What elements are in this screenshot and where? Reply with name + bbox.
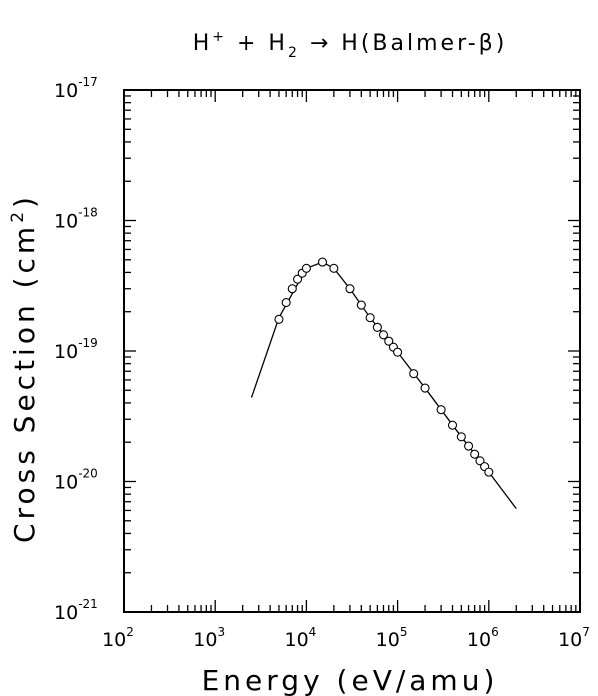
- title-h: H: [193, 31, 213, 56]
- y-tick-base: 10: [54, 80, 78, 102]
- fit-curve: [250, 261, 517, 509]
- data-point: [345, 284, 355, 294]
- data-markers: [274, 257, 494, 477]
- x-tick-exponent: 4: [309, 625, 317, 639]
- title-plus-superscript: +: [212, 29, 227, 45]
- y-tick-base: 10: [54, 341, 78, 363]
- x-tick-label: 103: [193, 625, 225, 651]
- data-point: [317, 257, 328, 267]
- data-point: [436, 405, 446, 415]
- x-tick-exponent: 2: [126, 625, 134, 639]
- title-plus-h: + H: [227, 31, 288, 56]
- plot-frame: [123, 89, 581, 613]
- y-tick-label: 10-21: [54, 597, 98, 624]
- y-label-exponent: 2: [8, 208, 28, 223]
- data-point: [420, 383, 430, 393]
- data-point: [384, 336, 394, 346]
- data-point: [356, 300, 366, 310]
- data-point: [475, 456, 485, 466]
- y-tick-base: 10: [54, 211, 78, 233]
- y-tick-label: 10-17: [54, 75, 98, 102]
- x-tick-exponent: 3: [217, 625, 225, 639]
- x-tick-base: 10: [467, 629, 491, 651]
- x-tick-exponent: 7: [582, 625, 590, 639]
- data-point: [447, 420, 458, 430]
- title-reaction: → H(Balmer-β): [300, 31, 507, 56]
- title-subscript-2: 2: [288, 45, 300, 61]
- x-axis-label: Energy (eV/amu): [202, 664, 499, 696]
- data-point: [484, 467, 494, 477]
- data-point: [329, 263, 339, 273]
- data-point: [293, 274, 303, 284]
- x-tick-exponent: 5: [400, 625, 408, 639]
- y-tick-label: 10-20: [54, 467, 98, 494]
- data-point: [372, 322, 382, 332]
- data-point: [274, 314, 284, 324]
- axis-ticks: [123, 90, 580, 613]
- data-point: [301, 263, 311, 273]
- y-tick-exponent: -21: [78, 597, 98, 611]
- y-tick-exponent: -20: [78, 467, 98, 481]
- data-point: [378, 330, 389, 340]
- x-tick-base: 10: [284, 629, 308, 651]
- data-point: [393, 347, 403, 357]
- data-point: [464, 441, 474, 451]
- x-tick-base: 10: [376, 629, 400, 651]
- x-tick-label: 106: [467, 625, 499, 651]
- x-tick-base: 10: [102, 629, 126, 651]
- y-tick-exponent: -18: [78, 206, 98, 220]
- tick-labels: 102 103 104 105 106 10710-2110-2010-1910-1810…: [54, 75, 590, 651]
- y-tick-base: 10: [54, 472, 78, 494]
- chart-title: H+ + H2 → H(Balmer-β): [193, 29, 508, 61]
- y-tick-exponent: -17: [78, 75, 98, 89]
- fit-curve-line: [250, 261, 517, 509]
- x-tick-label: 107: [558, 625, 590, 651]
- data-point: [281, 298, 291, 308]
- x-tick-base: 10: [558, 629, 582, 651]
- x-tick-base: 10: [193, 629, 217, 651]
- y-tick-label: 10-18: [54, 206, 98, 233]
- y-axis-label: Cross Section (cm2): [8, 193, 41, 543]
- y-tick-label: 10-19: [54, 336, 98, 363]
- x-tick-label: 102: [102, 625, 134, 651]
- y-label-main: Cross Section (cm: [8, 223, 41, 543]
- data-point: [287, 284, 297, 294]
- x-tick-exponent: 6: [491, 625, 499, 639]
- data-point: [456, 432, 466, 442]
- y-label-close: ): [8, 193, 41, 208]
- data-point: [365, 313, 375, 323]
- plot-axes: [123, 89, 581, 613]
- x-tick-label: 105: [376, 625, 408, 651]
- y-tick-base: 10: [54, 602, 78, 624]
- y-tick-exponent: -19: [78, 336, 98, 350]
- data-point: [470, 449, 480, 459]
- x-tick-label: 104: [284, 625, 316, 651]
- data-point: [409, 369, 419, 379]
